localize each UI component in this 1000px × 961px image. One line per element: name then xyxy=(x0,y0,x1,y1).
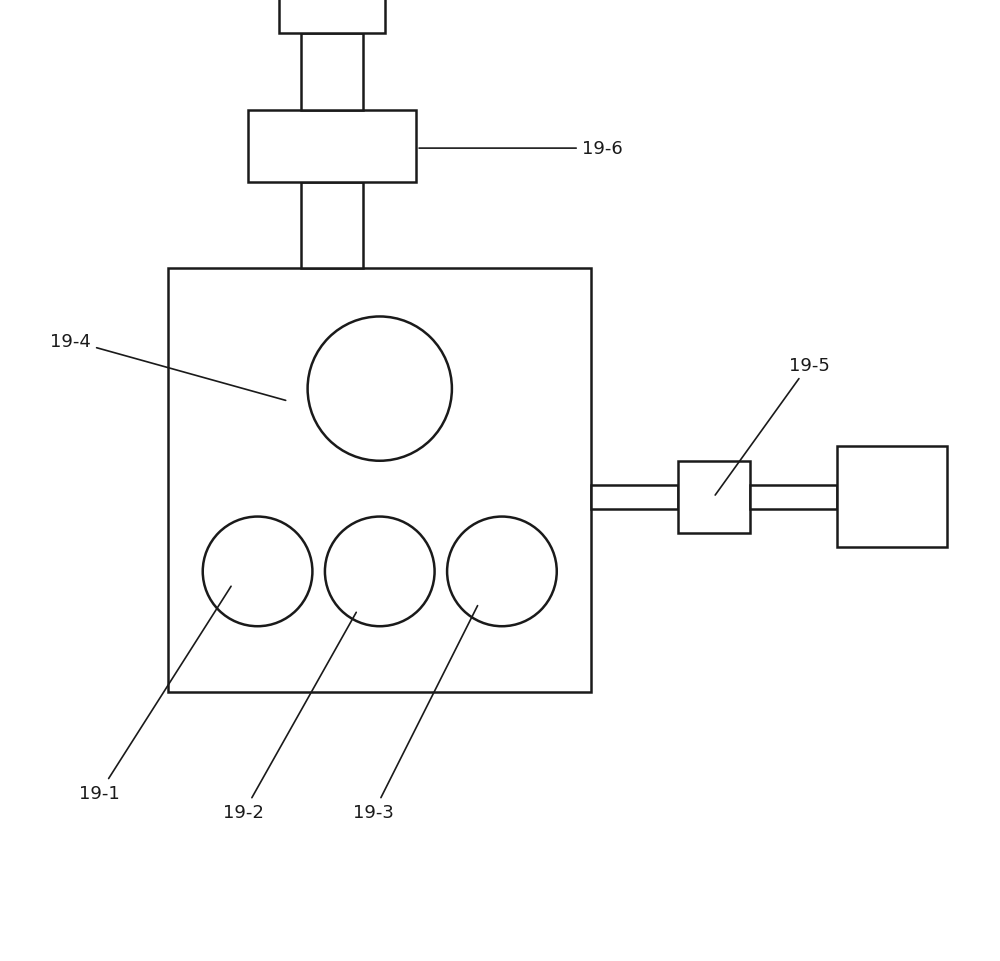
Circle shape xyxy=(308,317,452,461)
Circle shape xyxy=(203,517,312,627)
Text: 19-3: 19-3 xyxy=(353,606,478,821)
Bar xyxy=(837,447,947,548)
Text: 19-4: 19-4 xyxy=(50,333,286,401)
Bar xyxy=(279,0,385,34)
Bar xyxy=(248,111,416,183)
Bar xyxy=(678,461,750,533)
Text: 19-6: 19-6 xyxy=(419,140,623,158)
Text: 19-5: 19-5 xyxy=(715,357,829,496)
Bar xyxy=(301,183,363,269)
Circle shape xyxy=(447,517,557,627)
Bar xyxy=(591,485,678,509)
Bar xyxy=(750,485,837,509)
Bar xyxy=(301,34,363,111)
Bar xyxy=(168,269,591,692)
Text: 19-1: 19-1 xyxy=(79,586,231,801)
Circle shape xyxy=(325,517,435,627)
Text: 19-2: 19-2 xyxy=(223,613,356,821)
